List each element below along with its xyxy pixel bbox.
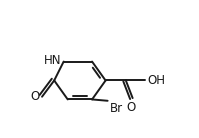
Text: O: O <box>31 90 40 103</box>
Text: OH: OH <box>147 74 166 87</box>
Text: O: O <box>127 101 136 114</box>
Text: HN: HN <box>44 54 62 67</box>
Text: Br: Br <box>110 102 123 115</box>
